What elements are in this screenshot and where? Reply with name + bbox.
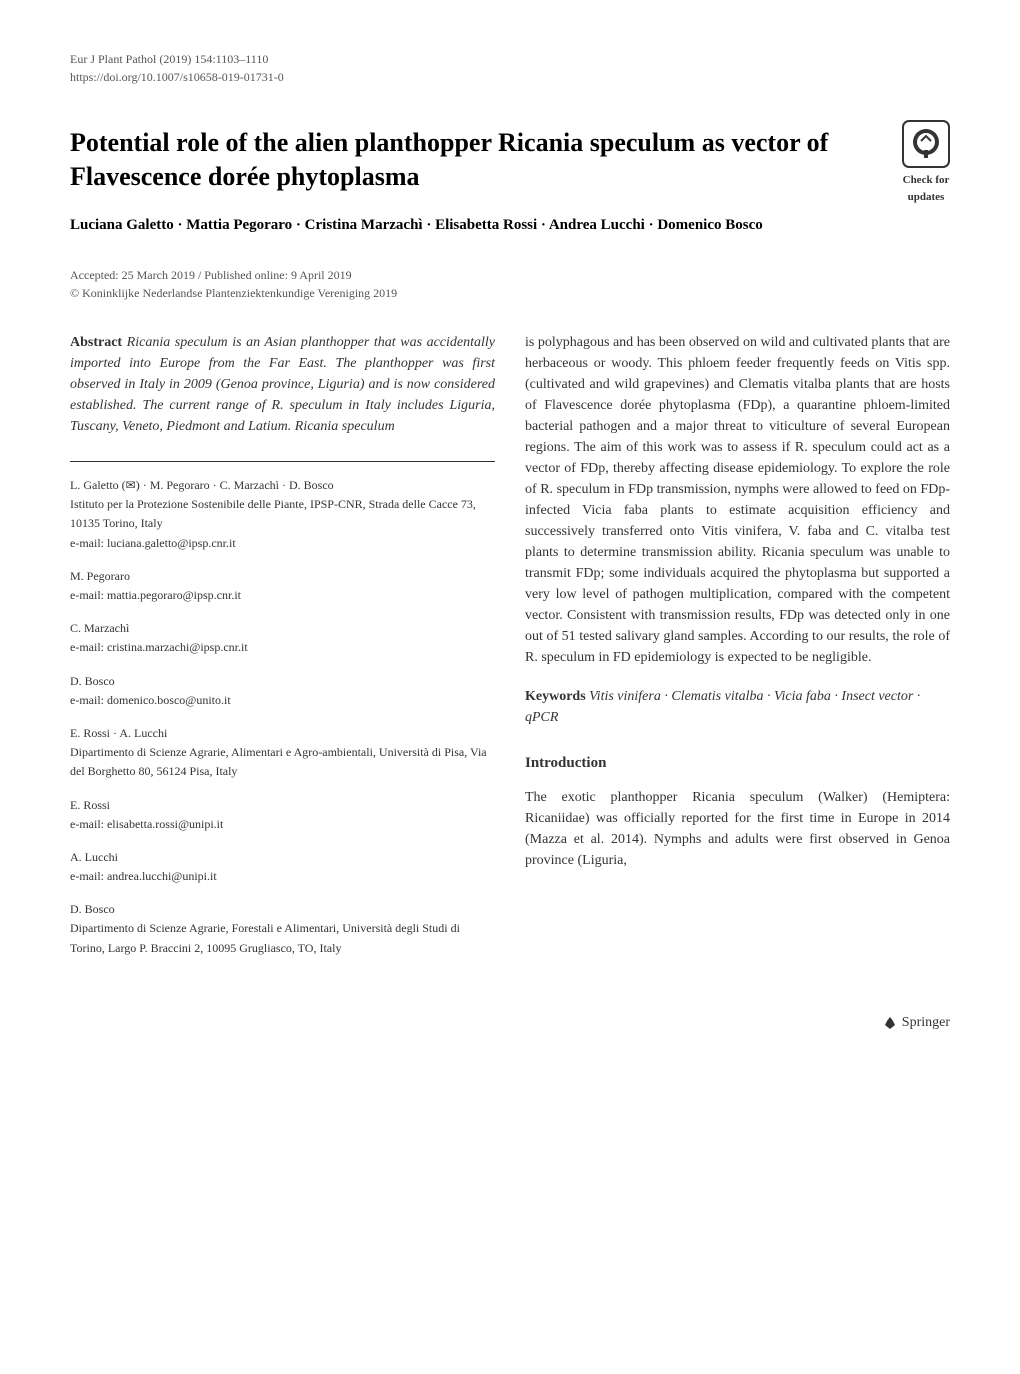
right-column: is polyphagous and has been observed on …: [525, 332, 950, 972]
journal-reference: Eur J Plant Pathol (2019) 154:1103–1110: [70, 50, 950, 68]
accepted-date: Accepted: 25 March 2019 / Published onli…: [70, 266, 950, 284]
affil-email-7: e-mail: andrea.lucchi@unipi.it: [70, 867, 495, 886]
affil-block-1: L. Galetto (✉) · M. Pegoraro · C. Marzac…: [70, 476, 495, 553]
abstract-left: Abstract Ricania speculum is an Asian pl…: [70, 332, 495, 437]
abstract-heading: Abstract: [70, 335, 122, 350]
check-updates-text1: Check for: [902, 172, 950, 189]
affil-names-3: C. Marzachì: [70, 619, 495, 638]
left-column: Abstract Ricania speculum is an Asian pl…: [70, 332, 495, 972]
publication-info: Accepted: 25 March 2019 / Published onli…: [70, 266, 950, 302]
doi: https://doi.org/10.1007/s10658-019-01731…: [70, 68, 950, 86]
affil-email-1: e-mail: luciana.galetto@ipsp.cnr.it: [70, 534, 495, 553]
affil-names-1: L. Galetto (✉) · M. Pegoraro · C. Marzac…: [70, 476, 495, 495]
affil-email-2: e-mail: mattia.pegoraro@ipsp.cnr.it: [70, 586, 495, 605]
affil-email-3: e-mail: cristina.marzachi@ipsp.cnr.it: [70, 638, 495, 657]
keywords-section: Keywords Vitis vinifera · Clematis vital…: [525, 686, 950, 728]
abstract-right: is polyphagous and has been observed on …: [525, 332, 950, 668]
affil-names-2: M. Pegoraro: [70, 567, 495, 586]
affil-names-7: A. Lucchi: [70, 848, 495, 867]
check-updates-badge[interactable]: Check for updates: [902, 120, 950, 205]
affil-block-7: A. Lucchi e-mail: andrea.lucchi@unipi.it: [70, 848, 495, 886]
affil-names-8: D. Bosco: [70, 900, 495, 919]
header-info: Eur J Plant Pathol (2019) 154:1103–1110 …: [70, 50, 950, 86]
affil-address-5: Dipartimento di Scienze Agrarie, Aliment…: [70, 743, 495, 781]
springer-logo-icon: [882, 1015, 902, 1030]
affil-block-6: E. Rossi e-mail: elisabetta.rossi@unipi.…: [70, 796, 495, 834]
publisher-name: Springer: [902, 1015, 950, 1030]
affil-block-5: E. Rossi · A. Lucchi Dipartimento di Sci…: [70, 724, 495, 782]
keywords-heading: Keywords: [525, 689, 586, 704]
affil-email-4: e-mail: domenico.bosco@unito.it: [70, 691, 495, 710]
introduction-heading: Introduction: [525, 752, 950, 775]
affil-block-4: D. Bosco e-mail: domenico.bosco@unito.it: [70, 672, 495, 710]
affil-names-6: E. Rossi: [70, 796, 495, 815]
affil-block-3: C. Marzachì e-mail: cristina.marzachi@ip…: [70, 619, 495, 657]
affil-block-2: M. Pegoraro e-mail: mattia.pegoraro@ipsp…: [70, 567, 495, 605]
affil-names-4: D. Bosco: [70, 672, 495, 691]
introduction-text: The exotic planthopper Ricania speculum …: [525, 787, 950, 871]
affiliations-section: L. Galetto (✉) · M. Pegoraro · C. Marzac…: [70, 461, 495, 958]
affil-email-6: e-mail: elisabetta.rossi@unipi.it: [70, 815, 495, 834]
affil-address-1: Istituto per la Protezione Sostenibile d…: [70, 495, 495, 533]
two-column-layout: Abstract Ricania speculum is an Asian pl…: [70, 332, 950, 972]
check-updates-icon: [902, 120, 950, 168]
author-list: Luciana Galetto · Mattia Pegoraro · Cris…: [70, 214, 950, 237]
affil-block-8: D. Bosco Dipartimento di Scienze Agrarie…: [70, 900, 495, 958]
affil-names-5: E. Rossi · A. Lucchi: [70, 724, 495, 743]
check-updates-text2: updates: [902, 189, 950, 206]
article-title: Potential role of the alien planthopper …: [70, 126, 870, 194]
copyright: © Koninklijke Nederlandse Plantenziekten…: [70, 284, 950, 302]
affil-address-8: Dipartimento di Scienze Agrarie, Foresta…: [70, 919, 495, 957]
footer: Springer: [70, 1012, 950, 1033]
abstract-text-left: Ricania speculum is an Asian planthopper…: [70, 335, 495, 434]
